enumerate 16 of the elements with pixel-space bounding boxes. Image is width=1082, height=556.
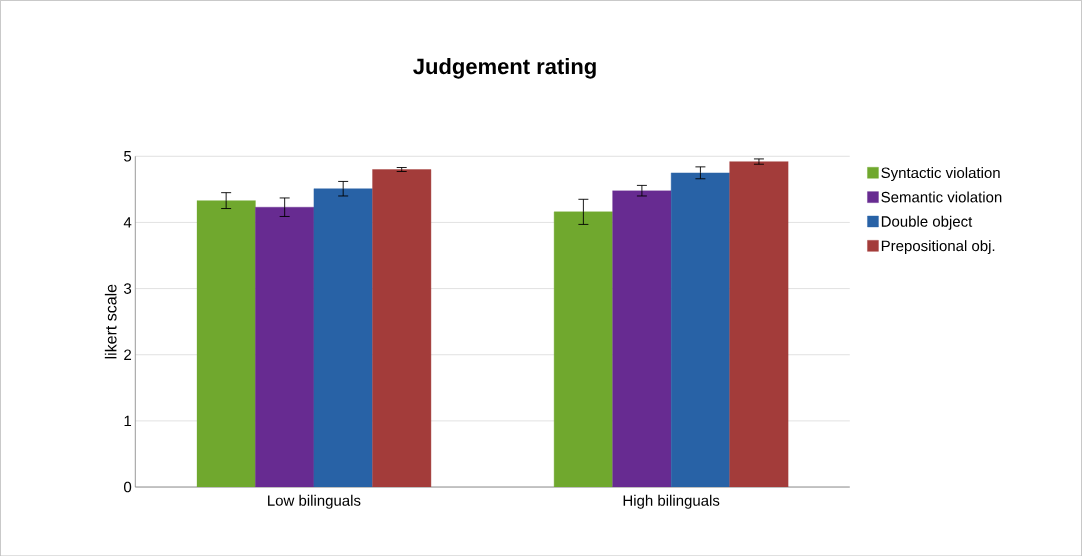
legend-label: Semantic violation — [881, 191, 1002, 203]
y-axis-title: likert scale — [104, 284, 117, 359]
y-tick-label: 0 — [124, 481, 132, 493]
y-tick-label: 1 — [124, 415, 132, 426]
legend-label: Prepositional obj. — [881, 239, 995, 254]
legend-label: Syntactic violation — [881, 166, 1000, 181]
bar — [670, 172, 730, 487]
x-tick-label: Low bilinguals — [268, 494, 361, 509]
x-tick-label: High bilinguals — [623, 494, 720, 509]
bar — [313, 188, 373, 487]
legend-label: Double object — [881, 215, 973, 230]
y-tick-label: 2 — [124, 349, 132, 360]
y-tick-label: 3 — [124, 283, 132, 294]
chart-title: Judgement rating — [413, 57, 596, 79]
y-tick-label: 4 — [123, 217, 132, 228]
y-tick-label: 5 — [124, 150, 132, 162]
